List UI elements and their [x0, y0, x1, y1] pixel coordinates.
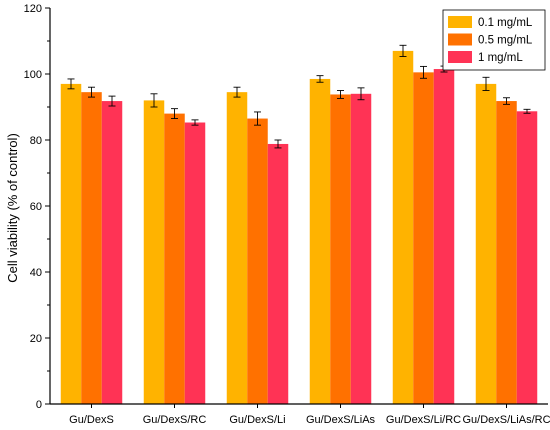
bar-2-5 [413, 72, 434, 404]
bar-1-5 [392, 50, 414, 405]
bar-3-5 [433, 69, 455, 405]
bar-2-4 [330, 94, 351, 405]
x-tick-label: Gu/DexS/RC [143, 414, 207, 426]
legend-swatch-1 [448, 16, 472, 28]
bar-1-3 [226, 92, 248, 405]
bar-2-1 [81, 92, 102, 405]
error-bar-1-6 [482, 76, 490, 91]
bar-1-4 [309, 78, 331, 404]
bars-layer [60, 44, 538, 405]
bar-3-3 [267, 143, 289, 404]
y-tick-label: 100 [24, 69, 42, 81]
error-bar-3-2 [191, 119, 199, 126]
error-bar-2-2 [171, 108, 178, 120]
legend-label-2: 0.5 mg/mL [478, 35, 533, 47]
legend-label-3: 1 mg/mL [478, 52, 523, 64]
bar-3-2 [184, 122, 206, 404]
error-bar-2-5 [420, 65, 427, 79]
y-tick-label: 40 [30, 267, 42, 279]
bar-2-2 [164, 113, 185, 404]
bar-1-1 [60, 83, 82, 405]
error-bar-3-3 [274, 139, 282, 149]
x-tick-label: Gu/DexS/Li [229, 414, 285, 426]
error-bar-2-1 [88, 86, 95, 98]
y-tick-label: 0 [36, 399, 42, 411]
legend-swatch-3 [448, 51, 472, 63]
bar-3-1 [101, 101, 123, 404]
bar-1-6 [475, 83, 497, 405]
error-bar-1-4 [316, 75, 324, 83]
y-tick-label: 60 [30, 201, 42, 213]
error-bar-1-3 [233, 86, 241, 98]
error-bar-2-3 [254, 111, 261, 126]
error-bar-2-4 [337, 90, 344, 99]
axes-layer: Gu/DexS Gu/DexS/RC Gu/DexS/Li Gu/DexS/LiAs G… [24, 3, 550, 426]
y-axis-title: Cell viability (% of control) [5, 133, 20, 283]
y-tick-label: 80 [30, 135, 42, 147]
legend-label-1: 0.1 mg/mL [478, 17, 533, 29]
error-bar-3-6 [523, 108, 531, 114]
x-tick-label: Gu/DexS/LiAs/RC [462, 414, 550, 426]
error-bar-1-2 [150, 93, 158, 108]
error-bar-3-4 [357, 87, 365, 101]
bar-3-4 [350, 93, 372, 405]
bar-2-3 [247, 118, 268, 405]
x-tick-label: Gu/DexS [69, 414, 114, 426]
y-tick-label: 20 [30, 333, 42, 345]
bar-1-2 [143, 100, 165, 405]
x-tick-label: Gu/DexS/Li/RC [386, 414, 461, 426]
error-bar-3-1 [108, 95, 116, 107]
error-bar-2-6 [503, 97, 510, 105]
legend: 0.1 mg/mL 0.5 mg/mL 1 mg/mL [442, 9, 546, 71]
error-bar-1-5 [399, 44, 407, 57]
x-tick-label: Gu/DexS/LiAs [306, 414, 376, 426]
error-bar-1-1 [67, 78, 75, 90]
legend-swatch-2 [448, 33, 472, 46]
bar-3-6 [516, 111, 538, 404]
bar-2-6 [496, 101, 517, 404]
y-tick-label: 120 [24, 3, 42, 15]
